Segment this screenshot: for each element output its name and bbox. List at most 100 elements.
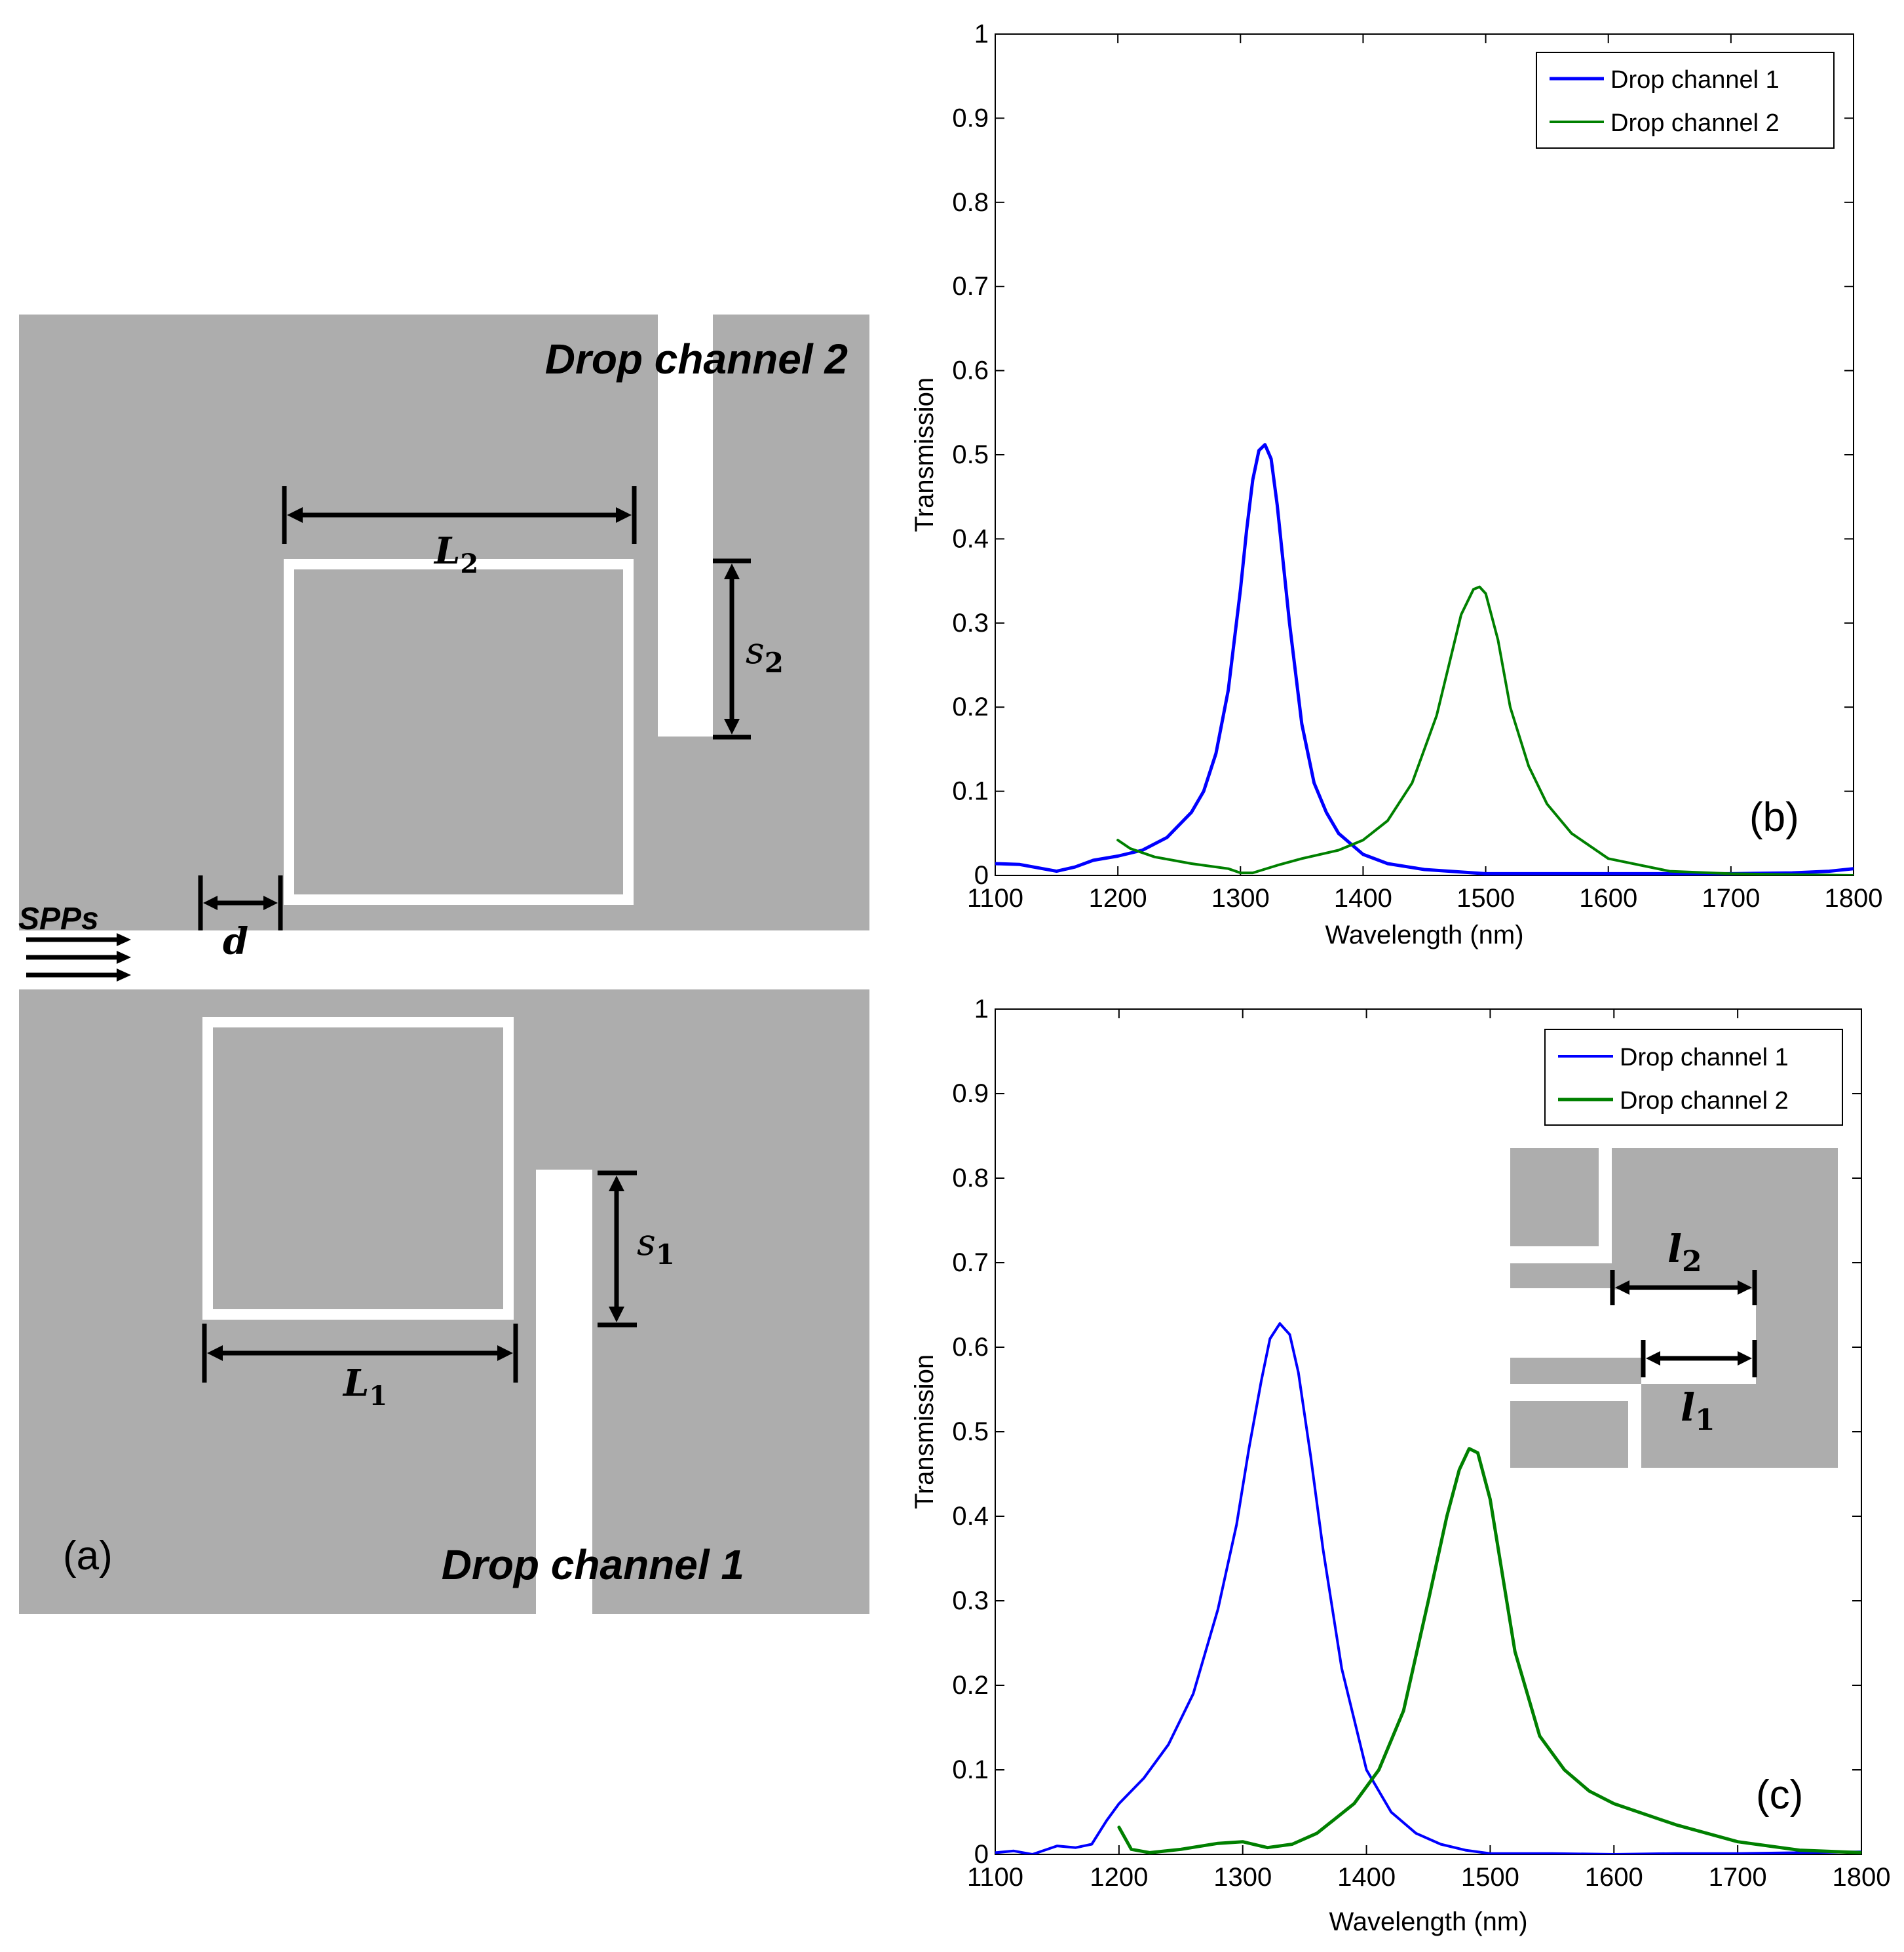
inset-l2-subscript: 2	[1682, 1245, 1702, 1278]
dimension-S1	[598, 1170, 637, 1328]
chart-c-ylabel: Transmission	[910, 1354, 939, 1509]
chart-b-series-1-line	[995, 443, 1854, 875]
dimension-L2	[282, 486, 637, 544]
chart-b-ytick-label: 0.9	[952, 104, 989, 132]
chart-c-legend: Drop channel 1 Drop channel 2	[1544, 1029, 1843, 1126]
chart-c-ytick-label: 0.5	[952, 1417, 989, 1446]
chart-c-ytick-label: 0.3	[952, 1586, 989, 1615]
chart-b-ylabel: Transmission	[910, 377, 939, 532]
chart-b-ytick-label: 0.1	[952, 777, 989, 806]
inset-l2-main: l	[1667, 1227, 1682, 1271]
L1-subscript: 1	[369, 1381, 387, 1411]
chart-c-xtick-label: 1700	[1709, 1863, 1767, 1892]
chart-b-xlabel: Wavelength (nm)	[1325, 921, 1523, 949]
chart-c-legend-label-2: Drop channel 2	[1620, 1087, 1789, 1115]
chart-c-series-1-line	[995, 1322, 1861, 1854]
chart-c-ytick-label: 0.2	[952, 1671, 989, 1700]
chart-b-plot-area	[995, 33, 1854, 876]
drop-channel-1-label: Drop channel 1	[442, 1541, 744, 1588]
d-label: d	[223, 920, 248, 963]
chart-b-ytick-label: 0.7	[952, 272, 989, 301]
inset-l2-label: l2	[1667, 1227, 1702, 1278]
S1-subscript: 1	[656, 1238, 675, 1271]
inset-block-upper-strip	[1510, 1263, 1612, 1288]
chart-b-ytick-label: 0.4	[952, 524, 989, 553]
chart-b-legend-label-1: Drop channel 1	[1610, 66, 1780, 94]
chart-c-xtick-label: 1500	[1461, 1863, 1519, 1892]
chart-c-ytick-label: 0.7	[952, 1248, 989, 1277]
chart-b-legend-box	[1536, 52, 1835, 149]
L1-main: L	[342, 1362, 369, 1405]
schematic-panel: Drop channel 2 Drop channel 1 (a) SPPs L…	[18, 315, 869, 1614]
inset-l1-main: l	[1681, 1385, 1695, 1430]
L2-label: L2	[433, 529, 478, 579]
S2-label: s2	[746, 630, 784, 679]
chart-c-ytick-label: 0.9	[952, 1079, 989, 1108]
chart-c-xtick-label: 1600	[1585, 1863, 1643, 1892]
chart-b-legend: Drop channel 1 Drop channel 2	[1536, 52, 1835, 149]
S2-main: s	[746, 630, 765, 672]
upper-metal-region	[19, 315, 869, 930]
panel-label-a: (a)	[63, 1533, 113, 1579]
dimension-L1	[202, 1324, 518, 1383]
S1-label: s1	[637, 1221, 675, 1271]
chart-b-xtick-label: 1800	[1825, 884, 1883, 913]
chart-c-ytick-label: 0.6	[952, 1333, 989, 1362]
chart-b-xtick-label: 1500	[1457, 884, 1515, 913]
inset-dimension-l1	[1641, 1340, 1757, 1377]
dimension-S2	[713, 558, 751, 740]
dimension-d	[198, 875, 283, 930]
drop-channel-2-waveguide	[658, 315, 713, 737]
L1-label: L1	[342, 1362, 387, 1411]
chart-b-xtick-label: 1400	[1334, 884, 1392, 913]
chart-c-xtick-label: 1400	[1337, 1863, 1396, 1892]
spps-label: SPPs	[18, 902, 99, 936]
chart-c-ytick-label: 0	[974, 1840, 989, 1869]
S1-main: s	[637, 1221, 656, 1264]
spp-input-arrows	[26, 933, 131, 982]
L2-subscript: 2	[460, 548, 478, 579]
chart-b-ytick-label: 0	[974, 861, 989, 890]
panel-label-c: (c)	[1756, 1772, 1803, 1818]
chart-c-ytick-label: 0.4	[952, 1502, 989, 1531]
chart-c-xtick-label: 1300	[1213, 1863, 1272, 1892]
chart-c-ytick-label: 0.1	[952, 1755, 989, 1784]
S2-subscript: 2	[765, 647, 784, 679]
chart-c-series	[995, 1322, 1861, 1854]
inset-dimension-l2	[1610, 1270, 1757, 1305]
chart-b-ytick-label: 0.8	[952, 188, 989, 217]
chart-b-ytick-label: 0.3	[952, 609, 989, 638]
chart-b-series-2-line	[1116, 585, 1854, 875]
chart-c-xtick-label: 1800	[1833, 1863, 1891, 1892]
chart-b-xtick-label: 1300	[1211, 884, 1270, 913]
chart-c-xlabel: Wavelength (nm)	[1329, 1907, 1527, 1936]
chart-b-xtick-label: 1700	[1702, 884, 1760, 913]
chart-b-ticks: 1100 1200 1300 1400 1500 1600 1700 1800 0 0.1 0.2 0…	[952, 20, 1882, 913]
chart-c-xtick-label: 1200	[1090, 1863, 1148, 1892]
chart-b: 1100 1200 1300 1400 1500 1600 1700 1800 0 0.1 0.2 0…	[910, 20, 1882, 949]
chart-c-legend-label-1: Drop channel 1	[1620, 1044, 1789, 1071]
chart-b-xtick-label: 1100	[967, 884, 1023, 913]
chart-b-series	[995, 443, 1854, 875]
chart-c-legend-box	[1544, 1029, 1843, 1126]
L2-main: L	[433, 529, 460, 573]
lower-metal-region	[19, 989, 869, 1614]
chart-c: 1100 1200 1300 1400 1500 1600 1700 1800 0 0.1 0.2 0…	[910, 995, 1890, 1936]
drop-channel-1-waveguide	[536, 1170, 592, 1614]
chart-b-xtick-label: 1600	[1579, 884, 1637, 913]
inset-l1-subscript: 1	[1695, 1404, 1715, 1437]
chart-c-series-2-line	[1117, 1447, 1861, 1854]
chart-b-xtick-label: 1200	[1089, 884, 1147, 913]
chart-b-legend-label-2: Drop channel 2	[1610, 109, 1780, 137]
inset-block-middle-strip	[1510, 1358, 1641, 1384]
inset-l1-label: l1	[1681, 1385, 1715, 1437]
inset-block-right	[1612, 1148, 1838, 1468]
panel-label-b: (b)	[1749, 795, 1799, 840]
upper-square-resonator	[284, 559, 634, 905]
chart-b-ytick-label: 0.6	[952, 356, 989, 385]
chart-c-ticks: 1100 1200 1300 1400 1500 1600 1700 1800 0 0.1 0.2 0…	[952, 995, 1890, 1892]
chart-c-xtick-label: 1100	[967, 1863, 1023, 1892]
inset-block-upper-left	[1510, 1148, 1599, 1246]
chart-c-ytick-label: 1	[974, 995, 989, 1024]
